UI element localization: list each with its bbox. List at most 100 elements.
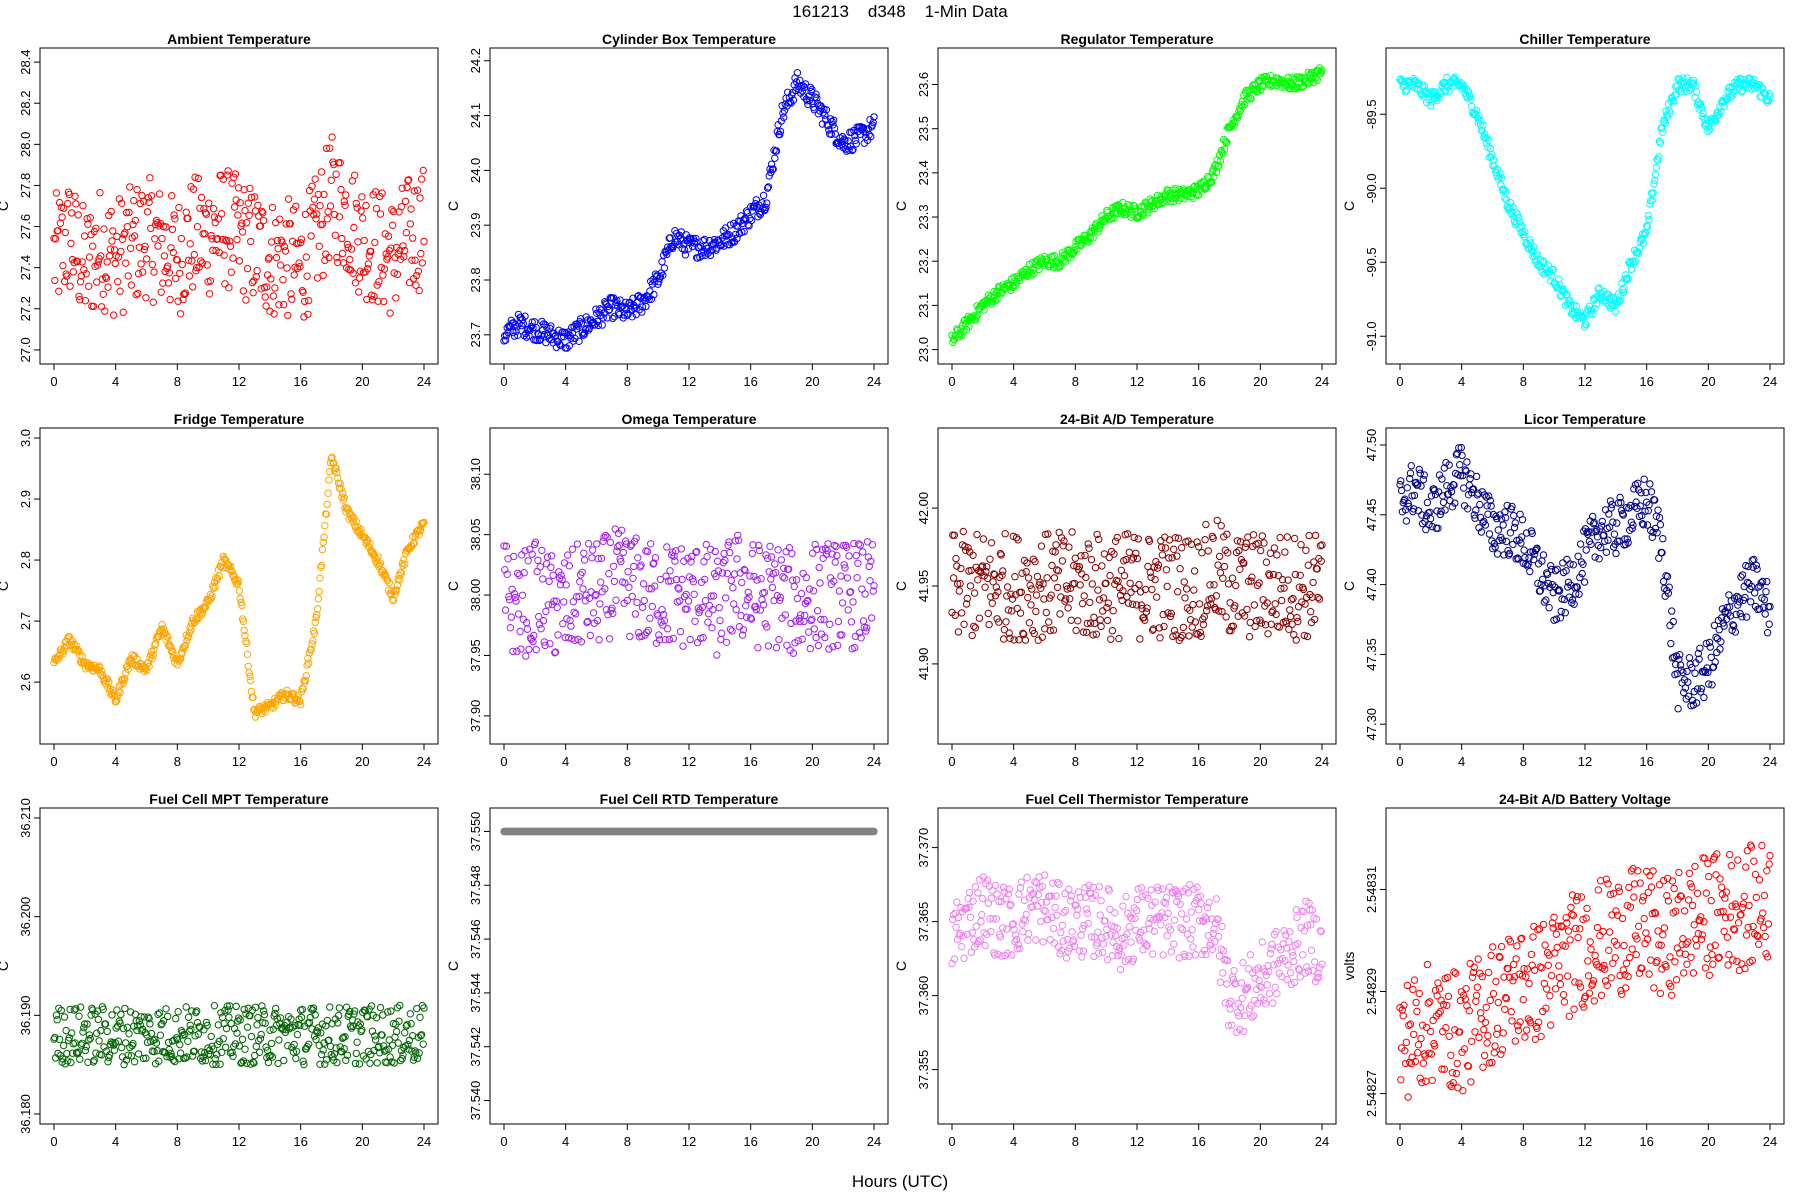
data-point xyxy=(225,284,233,292)
data-point xyxy=(565,562,573,570)
data-point xyxy=(638,303,647,311)
data-point xyxy=(1190,567,1199,575)
data-point xyxy=(1133,214,1142,223)
data-point xyxy=(720,242,728,250)
data-point xyxy=(1220,145,1229,154)
data-point xyxy=(1095,596,1104,604)
data-point xyxy=(226,242,235,250)
data-point xyxy=(125,1030,133,1038)
y-axis-label: C xyxy=(893,961,909,971)
data-point xyxy=(275,301,283,309)
data-point xyxy=(416,1013,424,1021)
x-tick-label: 20 xyxy=(1701,754,1715,769)
x-tick-label: 12 xyxy=(682,374,696,389)
data-point xyxy=(1198,549,1206,557)
data-point xyxy=(999,635,1008,643)
data-point xyxy=(1210,581,1218,589)
data-point xyxy=(175,203,183,212)
data-point xyxy=(1274,74,1282,82)
data-point xyxy=(139,268,147,276)
x-tick-label: 12 xyxy=(682,754,696,769)
data-point xyxy=(949,574,958,582)
data-point xyxy=(646,614,654,622)
data-point xyxy=(1202,184,1210,192)
data-point xyxy=(1094,228,1102,236)
data-point xyxy=(305,186,314,195)
data-point xyxy=(297,235,306,243)
data-point xyxy=(808,85,816,94)
x-tick-label: 8 xyxy=(1072,1134,1079,1149)
data-point xyxy=(821,111,829,119)
data-point xyxy=(254,1013,262,1022)
data-point xyxy=(647,540,655,548)
data-point xyxy=(386,309,394,317)
data-point xyxy=(528,318,536,326)
data-point xyxy=(1654,506,1662,514)
data-point xyxy=(222,1024,231,1033)
data-point xyxy=(1294,617,1302,626)
data-point xyxy=(311,175,319,183)
data-point xyxy=(201,230,209,238)
y-axis-label: C xyxy=(445,201,461,211)
y-axis-label: C xyxy=(0,961,11,971)
data-point xyxy=(380,265,389,273)
data-point xyxy=(1700,693,1708,702)
data-point xyxy=(302,253,310,261)
data-point xyxy=(776,127,785,136)
data-point xyxy=(659,271,667,279)
x-tick-label: 8 xyxy=(624,374,631,389)
x-tick-label: 4 xyxy=(1010,374,1017,389)
data-point xyxy=(547,322,555,330)
data-point xyxy=(131,216,140,225)
data-point xyxy=(116,287,124,295)
data-point xyxy=(612,596,620,604)
data-point xyxy=(267,275,275,283)
data-point xyxy=(393,270,402,279)
data-point xyxy=(660,264,669,272)
data-point xyxy=(1072,626,1080,635)
data-point xyxy=(547,563,555,571)
data-point xyxy=(147,192,156,200)
data-point xyxy=(596,600,604,608)
data-point xyxy=(958,332,966,340)
data-point xyxy=(756,210,764,219)
data-point xyxy=(1437,89,1445,97)
data-point xyxy=(297,239,305,247)
data-point xyxy=(130,1058,139,1066)
data-point xyxy=(419,1040,427,1048)
data-point xyxy=(830,124,839,132)
y-tick-label: 23.0 xyxy=(916,337,931,362)
data-point xyxy=(1179,623,1188,632)
data-point xyxy=(225,1013,233,1021)
data-point xyxy=(317,1050,326,1059)
data-point xyxy=(1087,555,1096,564)
data-point xyxy=(107,207,115,216)
data-point xyxy=(655,278,663,286)
data-point xyxy=(973,530,981,539)
data-point xyxy=(213,235,222,243)
data-point xyxy=(1190,586,1198,594)
data-point xyxy=(272,219,280,227)
x-tick-label: 16 xyxy=(1191,374,1205,389)
x-tick-label: 4 xyxy=(562,754,569,769)
y-tick-label: 2.7 xyxy=(18,612,33,630)
data-point xyxy=(138,191,146,200)
data-point xyxy=(265,254,273,262)
data-point xyxy=(1236,565,1244,573)
data-point xyxy=(357,207,365,215)
data-point xyxy=(1210,173,1218,181)
data-point xyxy=(243,1023,252,1031)
data-point xyxy=(1518,516,1527,524)
data-series xyxy=(948,871,1326,1037)
y-tick-label: 2.8 xyxy=(18,551,33,569)
data-point xyxy=(197,257,205,265)
data-point xyxy=(1685,654,1694,662)
data-point xyxy=(75,292,83,300)
data-point xyxy=(519,319,527,328)
data-point xyxy=(831,130,839,138)
data-point xyxy=(619,548,627,557)
data-point xyxy=(715,604,723,612)
data-point xyxy=(1222,613,1230,621)
